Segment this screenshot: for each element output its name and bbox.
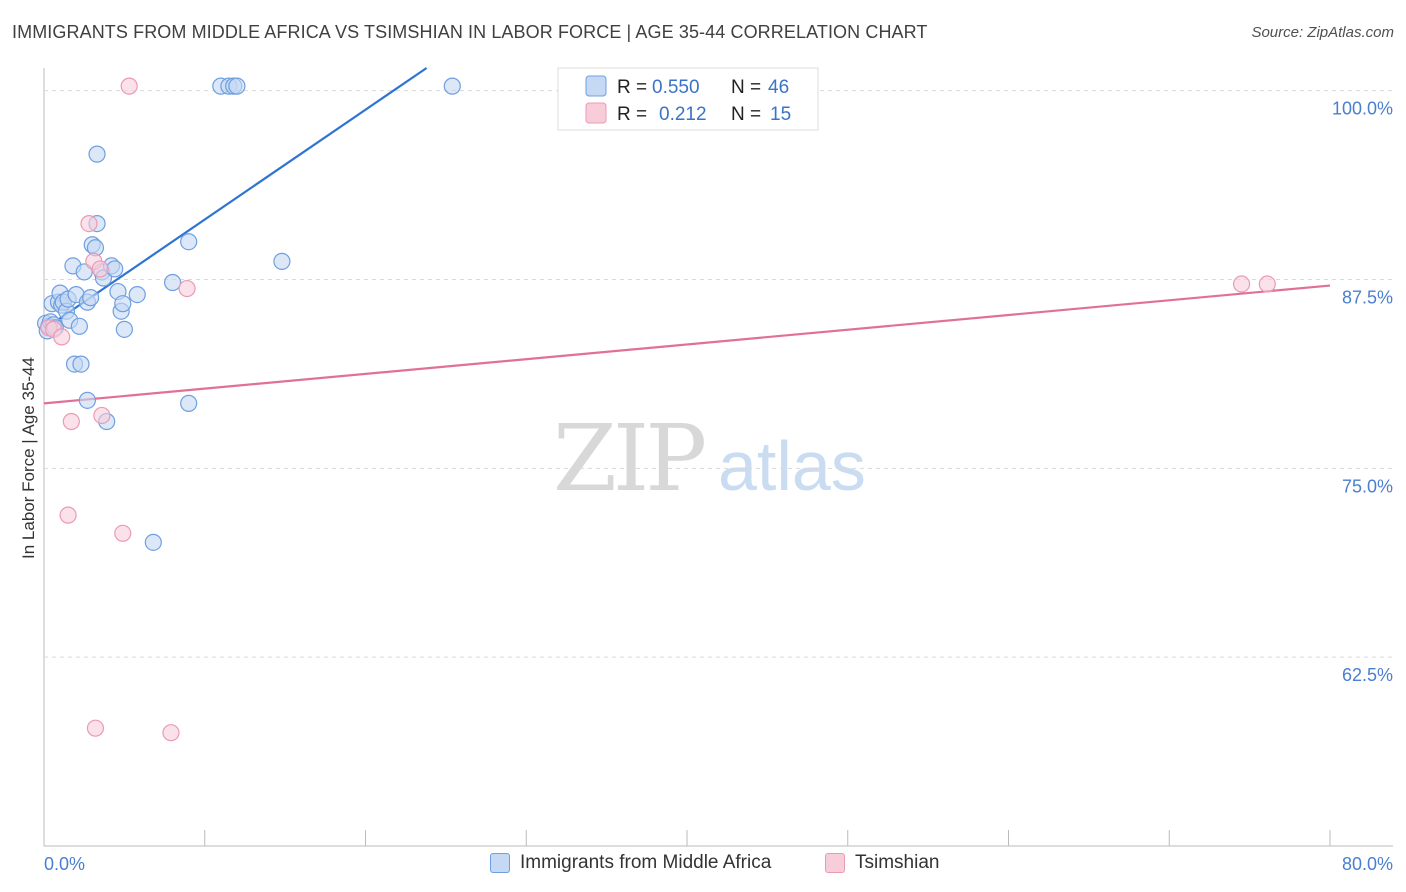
point-s0-46 [443,77,461,95]
point-s1-15 [1258,275,1276,293]
y-tick-label-3: 62.5% [1342,665,1393,685]
point-s1-14 [1232,275,1251,293]
legend-n-value-1: 46 [768,77,789,98]
y-tick-label-2: 75.0% [1342,476,1393,496]
point-s0-38 [164,273,182,292]
point-s0-39 [180,233,198,251]
legend-label-middle-africa: Immigrants from Middle Africa [520,852,772,873]
point-s0-35 [115,320,133,338]
point-s0-18 [72,355,90,373]
point-s0-19 [75,263,93,281]
legend-n-label-1: N = [731,77,761,98]
y-tick-label-0: 100.0% [1332,99,1393,119]
point-s0-21 [78,391,97,409]
legend-swatch-pink [585,102,607,124]
chart-title: IMMIGRANTS FROM MIDDLE AFRICA VS TSIMSHI… [12,22,928,42]
point-s0-36 [128,286,146,304]
point-s1-11 [120,77,138,95]
legend-r-value-2: 0.212 [659,104,707,125]
point-s0-40 [180,394,198,412]
legend-n-label-2: N = [731,104,761,125]
point-s1-3 [59,506,77,524]
legend-swatch-middle-africa [490,853,510,873]
point-s0-31 [106,260,124,278]
point-s0-26 [88,145,106,163]
legend-swatch-tsimshian [825,853,845,873]
point-s1-2 [53,328,71,346]
point-s0-37 [144,533,162,551]
trend-line-0 [43,67,428,331]
point-s1-10 [114,524,132,542]
correlation-legend: R = 0.550 N = 46 R = 0.212 N = 15 [557,67,819,131]
point-s0-44 [228,77,246,95]
point-s0-34 [114,295,132,313]
point-s1-4 [62,412,80,431]
legend-item-tsimshian: Tsimshian [825,852,939,874]
point-s1-7 [86,719,105,737]
point-s1-12 [162,724,180,742]
legend-r-value-1: 0.550 [652,77,700,98]
point-s1-5 [80,215,98,233]
legend-item-middle-africa: Immigrants from Middle Africa [490,852,771,874]
x-tick-label-min: 0.0% [44,854,85,874]
point-s1-13 [178,279,196,298]
trend-line-1 [43,284,1331,405]
legend-swatch-blue [585,75,607,97]
point-s0-17 [70,317,88,335]
y-tick-label-1: 87.5% [1342,287,1393,307]
legend-r-label-1: R = [617,77,647,98]
x-tick-label-max: 80.0% [1342,854,1393,874]
legend-label-tsimshian: Tsimshian [855,852,940,873]
watermark-atlas: atlas [718,427,866,505]
point-s1-9 [93,406,111,425]
point-s0-22 [82,289,100,307]
point-s0-45 [273,252,291,270]
legend-n-value-2: 15 [770,104,791,125]
source-label: Source: ZipAtlas.com [1251,24,1394,41]
watermark-zip: ZIP [553,405,704,512]
point-s1-8 [91,260,109,278]
legend-r-label-2: R = [617,104,647,125]
